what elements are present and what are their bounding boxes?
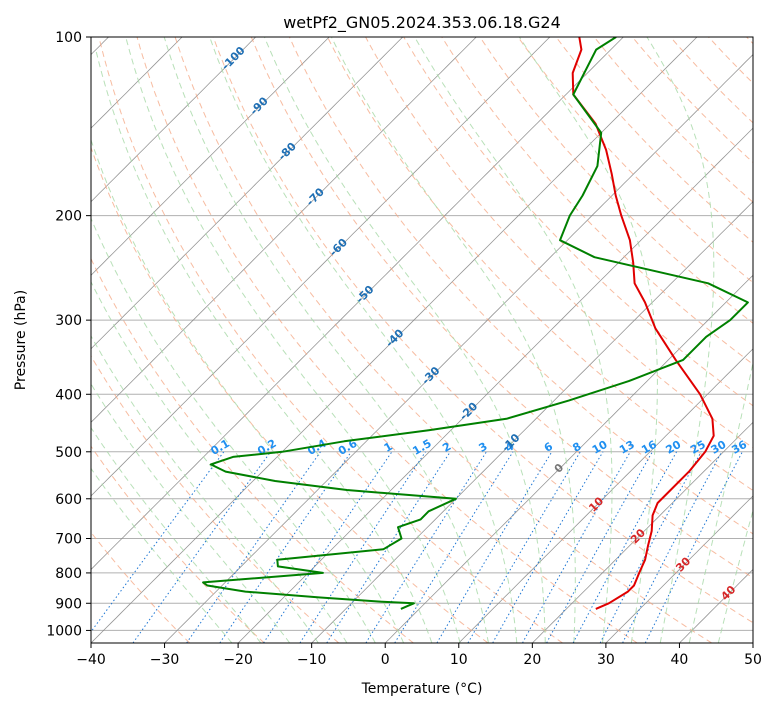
x-tick-label: −20 [223,652,253,668]
moist-adiabat-line [91,467,233,643]
dry-adiabat-line [250,37,753,579]
mixing-ratio-line [263,451,393,643]
moist-adiabat-line [209,37,518,643]
x-tick-label: 30 [597,652,615,668]
dry-adiabat-line [91,257,414,643]
x-axis-title: Temperature (°C) [361,681,483,697]
dry-adiabat-line [288,37,753,535]
y-tick-label: 600 [55,492,82,508]
y-tick-label: 200 [55,209,82,225]
y-tick-label: 500 [55,445,82,461]
moist-adiabat-line [91,217,376,643]
y-tick-label: 400 [55,387,82,403]
dry-adiabat-line [174,37,713,643]
dry-adiabat-line [327,37,753,492]
dry-adiabat-line [91,445,265,643]
x-tick-label: −40 [76,652,106,668]
x-tick-label: 40 [671,652,689,668]
isotherm-line [91,37,330,276]
x-tick-label: 20 [523,652,541,668]
mixing-ratio-line [365,451,487,643]
dewpoint-profile [202,37,749,610]
moist-adiabat-line [91,280,348,643]
moist-adiabat-line [91,138,405,643]
moist-adiabat-line [646,37,715,643]
moist-adiabat-line [518,37,658,643]
x-tick-label: −30 [150,652,180,668]
y-tick-label: 900 [55,596,82,612]
mixing-ratio-line [299,451,426,643]
moist-adiabat-line [125,37,461,643]
x-tick-label: 0 [381,652,390,668]
chart-title: wetPf2_GN05.2024.353.06.18.G24 [283,13,561,33]
moist-adiabat-line [91,334,319,643]
dry-adiabat-line [631,37,753,163]
dry-adiabat-line [212,37,753,624]
y-tick-label: 100 [55,30,82,46]
dry-adiabat-line [403,37,753,407]
mixing-ratio-line [219,451,352,643]
mixing-ratio-line [546,451,653,643]
mixing-ratio-line [436,451,553,643]
isotherm-line [164,53,753,643]
isotherm-line [532,421,753,643]
isotherm-line [384,274,753,643]
dry-adiabat-line [365,37,753,449]
y-tick-label: 300 [55,313,82,329]
mixing-ratio-line [186,451,321,643]
x-tick-label: −10 [297,652,327,668]
isotherm-line [91,37,256,203]
isotherm-line [237,127,753,643]
isotherm-line [91,37,404,350]
isotherm-line [458,348,753,643]
mixing-ratio-line [599,451,702,643]
mixing-ratio-line [132,451,272,643]
temperature-profile [571,37,715,610]
x-axis-ticks: −40 −30 −20 −10 0 10 20 30 40 50 [76,643,762,668]
moist-adiabat-line [163,37,489,643]
isotherm-line [91,37,624,571]
dry-adiabat-line [593,37,753,203]
isotherm-line [91,37,477,423]
mixing-ratio-line [91,451,225,633]
moist-adiabat-line [414,37,613,643]
profiles [202,37,749,610]
dry-adiabat-line [136,37,638,643]
x-tick-label: 10 [450,652,468,668]
y-axis-title: Pressure (hPa) [13,290,29,390]
dry-adiabat-line [98,37,563,643]
moist-adiabat-line [330,37,576,643]
isotherm-line [91,37,551,497]
y-axis-ticks: 100 200 300 400 500 600 700 800 900 1000 [46,30,91,639]
moist-adiabat-line [263,37,546,643]
mixing-ratio-line [572,451,678,643]
y-tick-label: 700 [55,532,82,548]
x-tick-label: 50 [744,652,762,668]
moist-adiabat-line [688,360,753,643]
plot-frame [90,36,754,644]
isotherm-line [91,37,698,643]
background-lines [91,37,753,643]
moist-adiabat-line [91,382,291,643]
mixing-ratio-line [522,451,631,643]
y-tick-label: 1000 [46,623,82,639]
moist-adiabat-line [95,51,433,643]
mixing-ratio-line [326,451,451,643]
moist-adiabat-line [91,426,262,643]
isotherm-line [605,495,753,643]
y-tick-label: 800 [55,566,82,582]
dry-adiabat-line [479,37,753,324]
moist-adiabat-line [717,508,753,643]
